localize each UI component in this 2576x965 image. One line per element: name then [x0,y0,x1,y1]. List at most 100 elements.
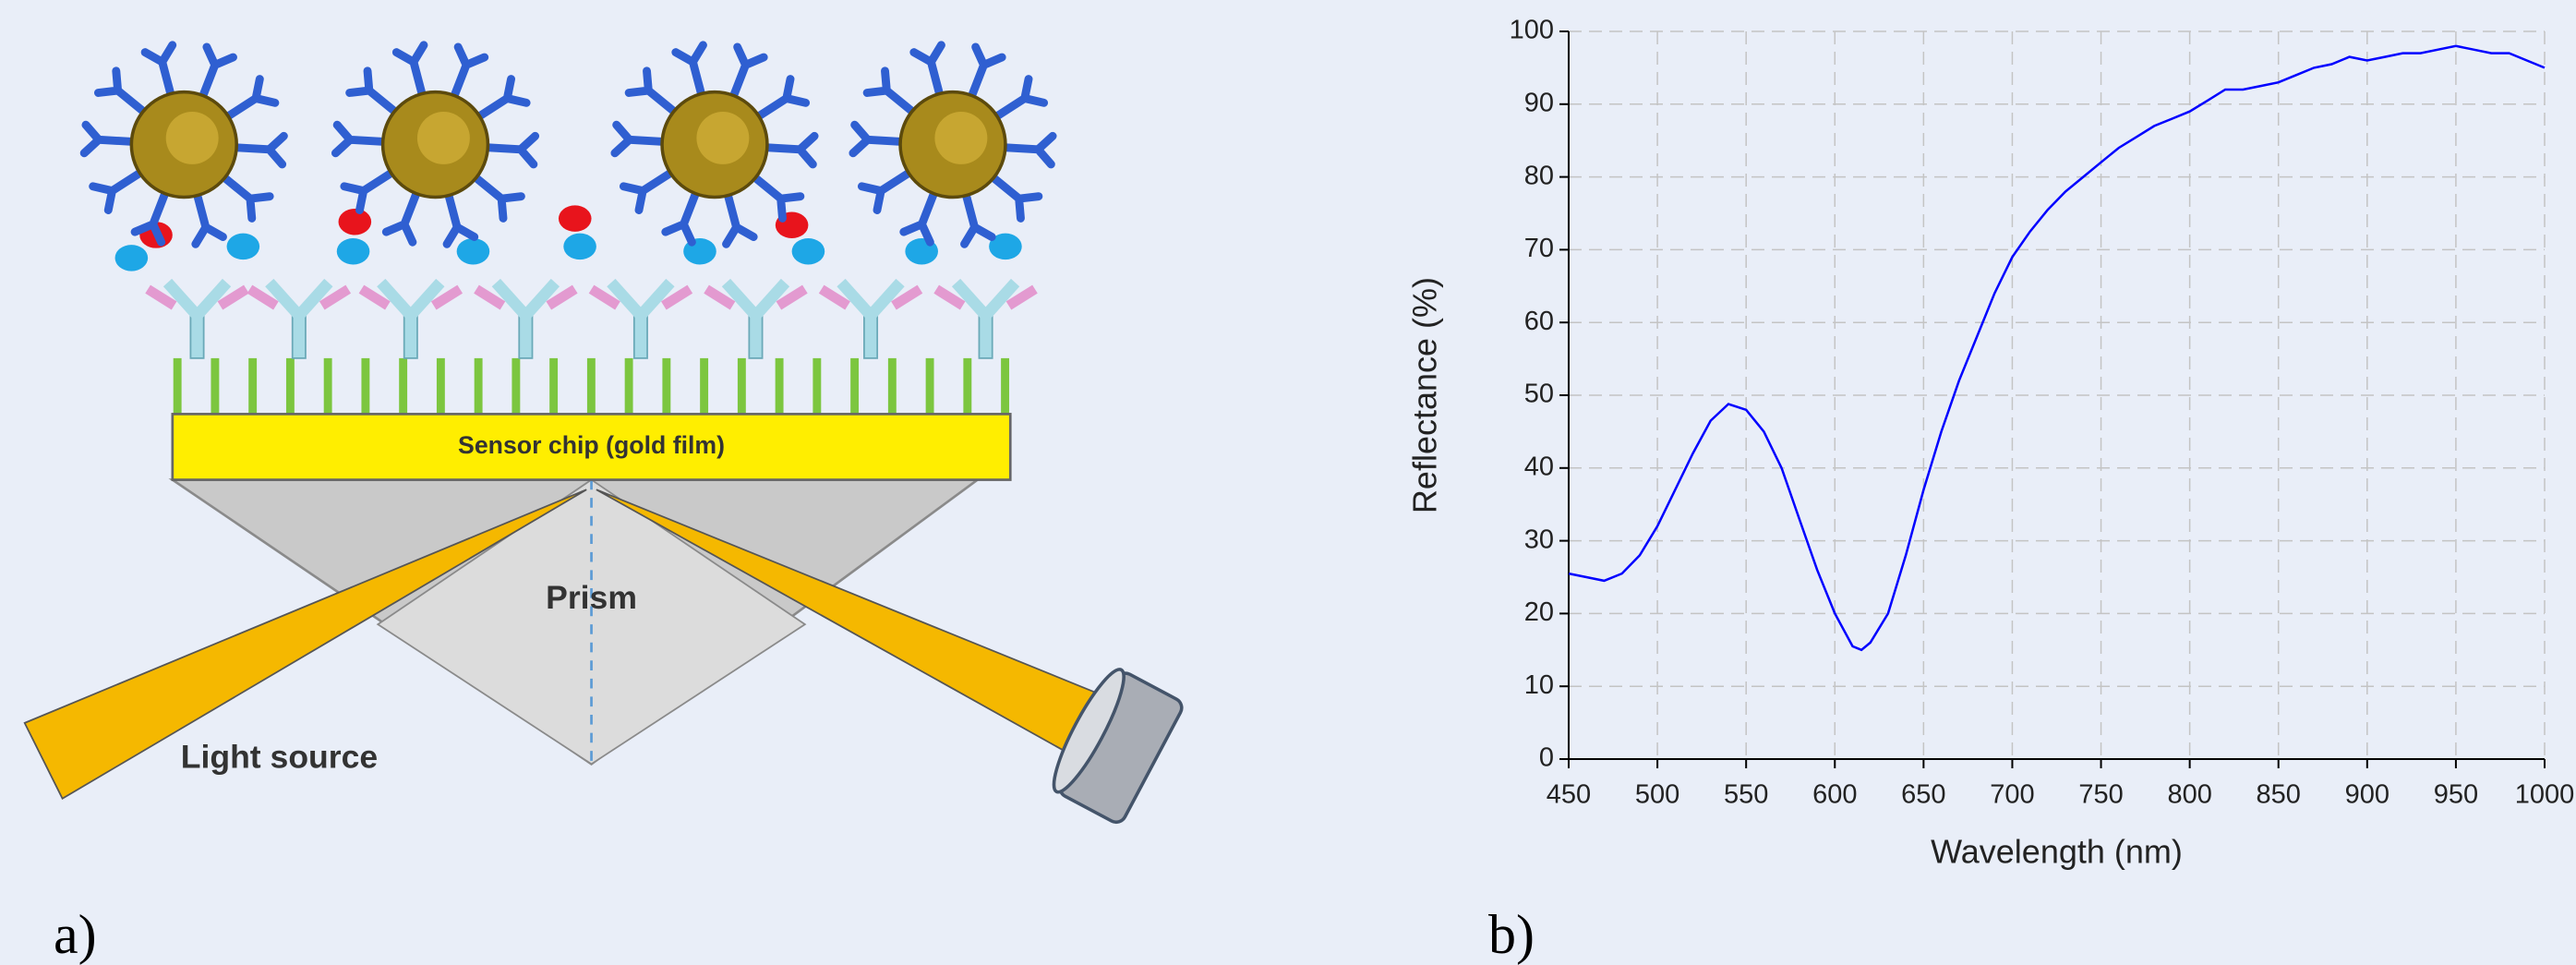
antibody-arm [611,283,670,316]
linker [211,358,219,414]
antibody-stem [519,312,532,358]
np-antibody [914,45,942,97]
y-tick-label: 20 [1524,597,1554,627]
np-antibody [861,171,911,210]
linker [888,358,897,414]
np-antibody [234,136,284,164]
antibody-stem [634,312,647,358]
antibody-arm [381,283,440,316]
antibody-tip [148,289,247,306]
np-antibody [732,47,764,99]
antibody-arm [270,283,329,316]
linker [512,358,520,414]
antibody-tip [249,289,348,306]
np-antibody [93,171,143,210]
x-tick-label: 500 [1635,780,1679,810]
np-antibody [396,45,424,97]
linker [174,358,182,414]
antigen [227,234,260,259]
antibody-stem [293,312,306,358]
reflectance-line [1569,46,2545,650]
x-tick-label: 850 [2257,780,2301,810]
linker [813,358,821,414]
np-highlight [166,112,219,164]
np-antibody [453,47,485,99]
np-antibody [615,125,666,153]
x-tick-label: 900 [2345,780,2389,810]
x-tick-label: 600 [1812,780,1857,810]
y-tick-label: 70 [1524,234,1554,263]
y-axis-label: Reflectance (%) [1406,277,1444,513]
np-antibody [335,125,386,153]
np-antibody [223,175,271,218]
y-tick-label: 60 [1524,307,1554,336]
y-tick-label: 90 [1524,88,1554,117]
np-antibody [485,136,536,164]
np-antibody [447,192,475,244]
np-antibody [1002,136,1053,164]
antigen [337,238,370,264]
antibody-tip [476,289,575,306]
np-antibody [965,192,993,244]
linker [437,358,445,414]
linker [625,358,633,414]
antibody-tip [822,289,921,306]
y-tick-label: 40 [1524,452,1554,481]
np-antibody [752,175,800,218]
np-antibody [970,47,1002,99]
antibody-tip [706,289,805,306]
np-antibody [344,171,394,210]
panel-label: b) [1488,904,1535,965]
np-highlight [696,112,749,164]
np-antibody [756,79,806,118]
linker [963,358,971,414]
x-tick-label: 950 [2434,780,2478,810]
x-tick-label: 800 [2167,780,2211,810]
linker [850,358,859,414]
np-antibody [84,125,135,153]
np-antibody [476,79,526,118]
linker [926,358,934,414]
prism-label: Prism [546,579,637,616]
np-antibody [350,71,398,114]
linker [324,358,332,414]
np-antibody [867,71,915,114]
x-tick-label: 700 [1990,780,2034,810]
y-tick-label: 50 [1524,380,1554,409]
y-tick-label: 10 [1524,670,1554,700]
np-antibody [853,125,904,153]
linker [286,358,295,414]
antibody-arm [957,283,1016,316]
y-tick-label: 80 [1524,161,1554,190]
analyte [339,209,372,235]
antibody-stem [404,312,417,358]
x-tick-label: 650 [1901,780,1945,810]
linker [399,358,407,414]
antibody-arm [167,283,226,316]
linker [1001,358,1009,414]
x-tick-label: 450 [1547,780,1591,810]
x-tick-label: 550 [1724,780,1768,810]
antibody-tip [936,289,1035,306]
np-highlight [417,112,470,164]
linker [776,358,784,414]
np-antibody [98,71,146,114]
linker [475,358,483,414]
np-antibody [991,175,1039,218]
np-antibody [196,192,223,244]
np-antibody [145,45,173,97]
antibody-stem [749,312,762,358]
linker [248,358,257,414]
x-tick-label: 750 [2078,780,2123,810]
figure: Sensor chip (gold film)PrismLight source… [0,0,2576,965]
source-label: Light source [181,738,378,775]
np-antibody [474,175,522,218]
np-antibody [904,190,935,242]
linker [549,358,558,414]
x-tick-label: 1000 [2515,780,2575,810]
antibody-tip [361,289,460,306]
np-antibody [994,79,1044,118]
antibody-arm [726,283,785,316]
